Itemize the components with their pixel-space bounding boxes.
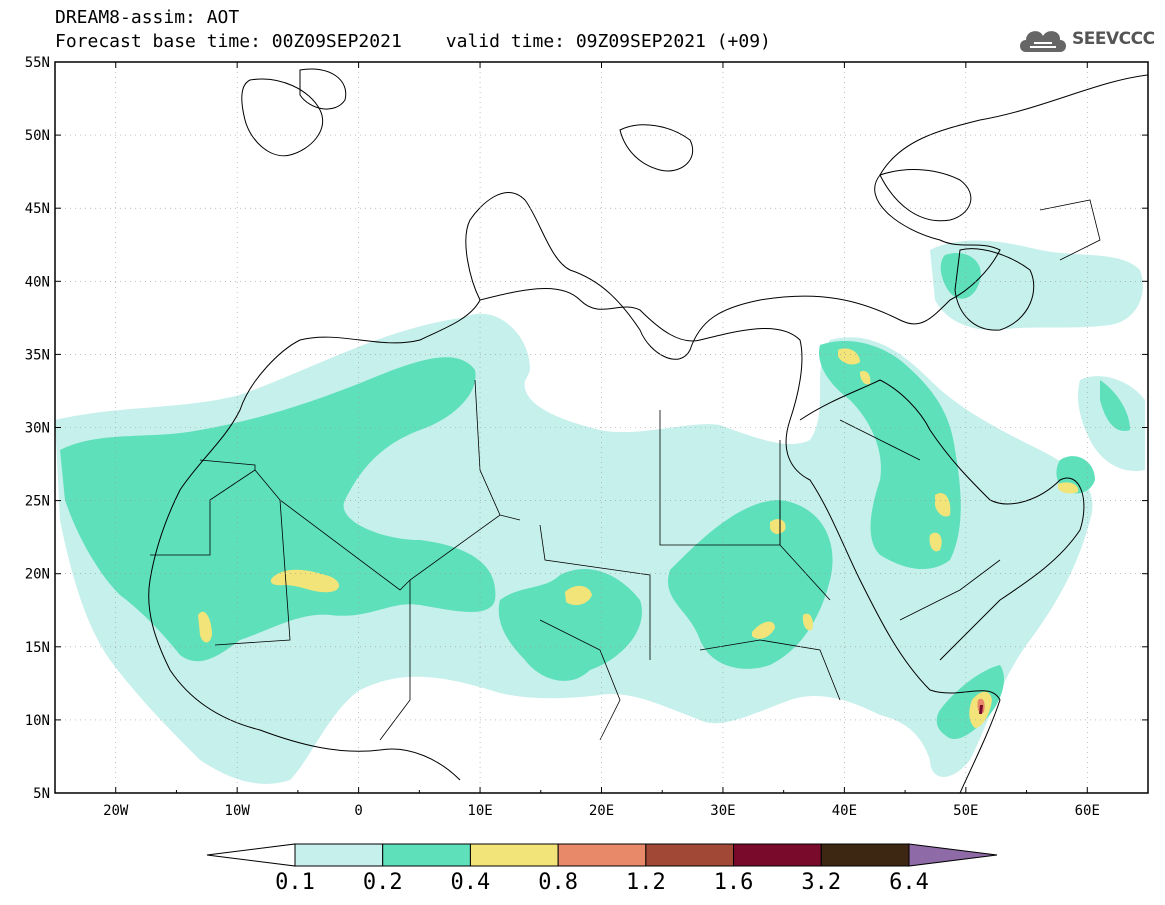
colorbar-label: 6.4: [889, 870, 929, 895]
lat-tick-label: 50N: [25, 128, 50, 144]
colorbar-box: [294, 843, 384, 867]
seevccc-logo: SEEVCCC: [1016, 22, 1156, 56]
lat-tick-label: 40N: [25, 274, 50, 290]
lon-tick-label: 50E: [953, 803, 978, 819]
lat-tick-label: 35N: [25, 347, 50, 363]
colorbar-box: [469, 843, 559, 867]
colorbar-box: [820, 843, 910, 867]
colorbar-box: [645, 843, 735, 867]
lat-tick-label: 20N: [25, 567, 50, 583]
aot-level-1.6: [979, 705, 983, 714]
colorbar-label: 0.1: [275, 870, 315, 895]
colorbar-box: [733, 843, 822, 867]
base-time: Forecast base time: 00Z09SEP2021: [55, 31, 402, 52]
graticule: [55, 62, 1148, 793]
lat-tick-label: 45N: [25, 201, 50, 217]
aot-field: [55, 240, 1145, 784]
colorbar-under-triangle: [206, 843, 296, 867]
lat-tick-label: 55N: [25, 55, 50, 71]
lon-tick-label: 60E: [1075, 803, 1100, 819]
colorbar-label: 0.4: [450, 870, 491, 895]
longitude-axis: 20W 10W 0 10E 20E 30E 40E 50E 60E: [54, 62, 1149, 819]
lat-tick-label: 5N: [33, 786, 50, 802]
colorbar-label: 0.8: [538, 870, 579, 895]
lat-tick-label: 15N: [25, 640, 50, 656]
lat-tick-label: 10N: [25, 713, 50, 729]
lat-tick-label: 25N: [25, 494, 50, 510]
aot-level-0.4: [198, 348, 1079, 728]
lon-tick-label: 20W: [103, 803, 129, 819]
colorbar-label: 0.2: [362, 870, 403, 895]
aot-level-0.2: [60, 252, 1130, 740]
lon-tick-label: 0: [354, 803, 362, 819]
colorbar-box: [557, 843, 647, 867]
forecast-times: Forecast base time: 00Z09SEP2021 valid ti…: [55, 33, 771, 51]
lon-tick-label: 10E: [467, 803, 492, 819]
colorbar-over-triangle: [908, 843, 998, 867]
logo-text: SEEVCCC: [1072, 29, 1155, 49]
colorbar-label: 3.2: [801, 870, 842, 895]
coastlines: [148, 68, 1148, 793]
colorbar-label: 1.6: [713, 870, 754, 895]
lon-tick-label: 10W: [225, 803, 251, 819]
colorbar-box: [382, 843, 471, 867]
map-title: DREAM8-assim: AOT: [55, 7, 240, 28]
cloud-icon: [1020, 31, 1066, 52]
latitude-axis: 55N 50N 45N 40N 35N 30N 25N 20N 15N 10N 5N: [25, 55, 1148, 802]
lat-tick-label: 30N: [25, 421, 50, 437]
colorbar-label: 1.2: [625, 870, 666, 895]
lon-tick-label: 40E: [832, 803, 857, 819]
valid-time: valid time: 09Z09SEP2021 (+09): [445, 31, 771, 52]
lon-tick-label: 20E: [589, 803, 614, 819]
lon-tick-label: 30E: [710, 803, 735, 819]
colorbar: [206, 843, 998, 867]
